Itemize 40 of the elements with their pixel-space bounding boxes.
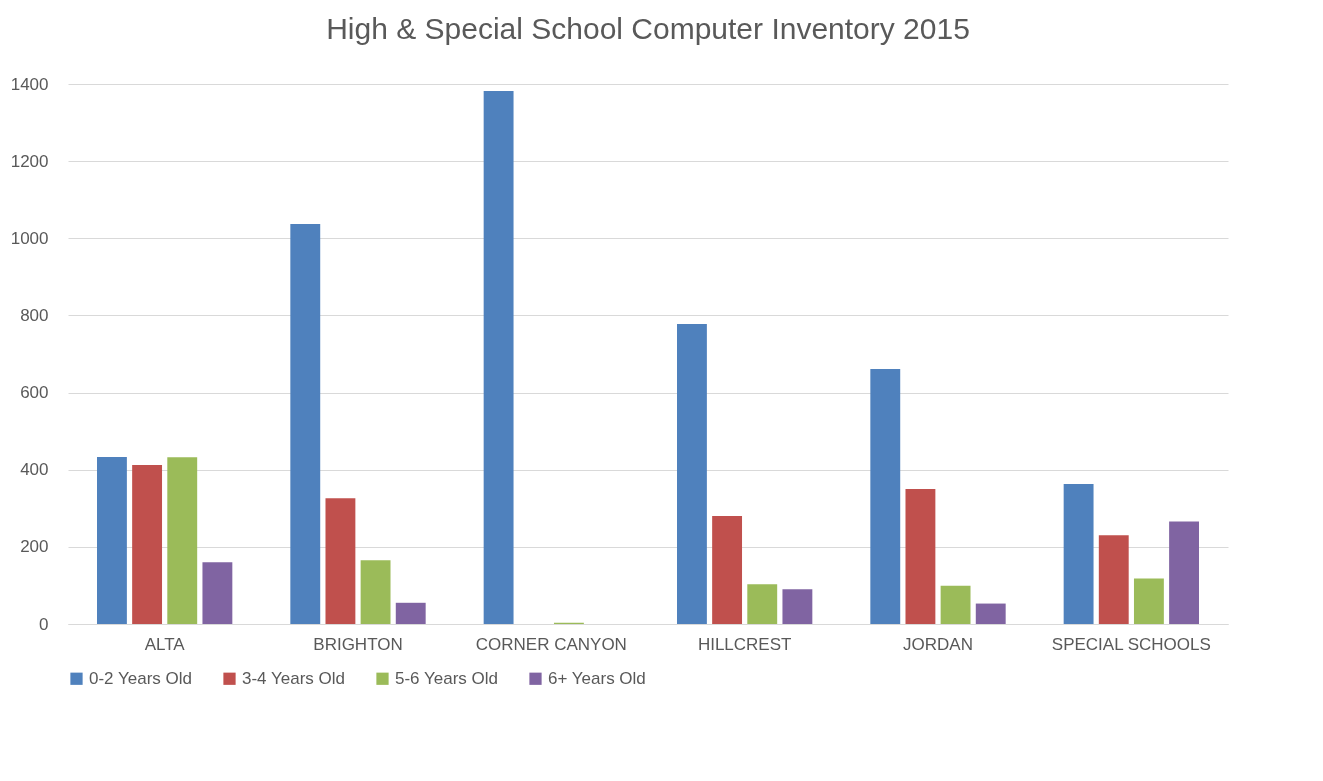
bar bbox=[395, 602, 426, 624]
y-tick-label: 1400 bbox=[10, 74, 49, 94]
bar bbox=[940, 585, 971, 624]
y-tick-label: 800 bbox=[20, 305, 49, 325]
legend-label: 5-6 Years Old bbox=[395, 668, 499, 688]
x-tick-label: SPECIAL SCHOOLS bbox=[1051, 634, 1211, 654]
bar bbox=[167, 457, 198, 624]
bar bbox=[1133, 578, 1164, 624]
bar bbox=[97, 456, 127, 624]
y-tick-label: 400 bbox=[20, 460, 49, 480]
bar bbox=[1063, 483, 1094, 624]
legend-label: 3-4 Years Old bbox=[242, 668, 346, 688]
bar bbox=[360, 560, 391, 624]
y-tick-label: 1000 bbox=[10, 228, 49, 248]
chart-title: High & Special School Computer Inventory 2015 bbox=[326, 12, 970, 45]
bar bbox=[290, 224, 321, 624]
x-tick-label: BRIGHTON bbox=[313, 634, 403, 654]
bar bbox=[975, 603, 1006, 624]
bar bbox=[677, 323, 707, 624]
x-tick-label: JORDAN bbox=[903, 634, 973, 654]
bar bbox=[782, 589, 813, 624]
x-tick-label: CORNER CANYON bbox=[475, 634, 627, 654]
bar bbox=[202, 562, 233, 624]
bar bbox=[1098, 535, 1129, 624]
bar bbox=[483, 90, 514, 624]
x-tick-label: HILLCREST bbox=[697, 634, 792, 654]
bar bbox=[905, 489, 936, 624]
bar bbox=[747, 584, 778, 624]
legend-label: 0-2 Years Old bbox=[89, 668, 193, 688]
bar bbox=[132, 465, 163, 624]
x-tick-label: ALTA bbox=[144, 634, 186, 654]
legend-label: 6+ Years Old bbox=[548, 668, 646, 688]
bar bbox=[712, 516, 743, 624]
bar bbox=[870, 369, 901, 624]
y-tick-label: 1200 bbox=[10, 151, 49, 171]
bar bbox=[325, 498, 356, 624]
y-tick-label: 600 bbox=[20, 383, 49, 403]
bar bbox=[1169, 521, 1199, 624]
y-tick-label: 0 bbox=[39, 614, 49, 634]
y-tick-label: 200 bbox=[20, 537, 49, 557]
